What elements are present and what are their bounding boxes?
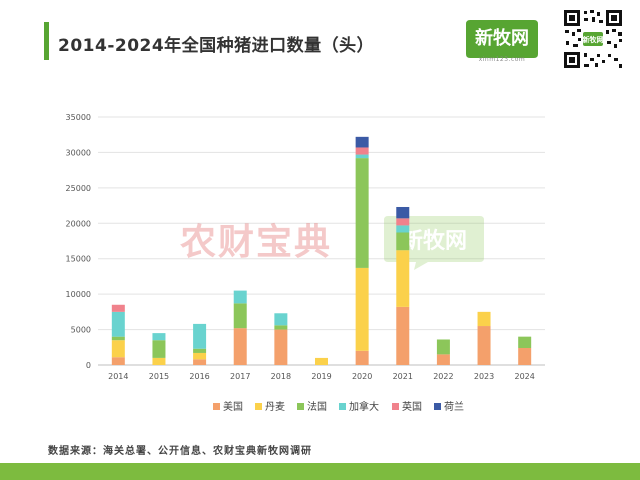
watermark-logo: 新牧网 (401, 228, 467, 254)
xinmu-logo (466, 20, 538, 58)
bar-segment (193, 359, 207, 365)
y-tick-label: 25000 (66, 184, 91, 193)
x-tick-label: 2017 (230, 372, 250, 381)
bar-segment (396, 225, 410, 233)
bar-segment (355, 350, 369, 365)
chart-title: 2014-2024年全国种猪进口数量（头） (58, 36, 375, 56)
legend-swatch (339, 403, 346, 410)
y-tick-label: 15000 (66, 255, 91, 264)
bar-segment (436, 339, 450, 355)
legend-swatch (392, 403, 399, 410)
title-accent-bar (44, 22, 49, 60)
x-tick-label: 2023 (474, 372, 494, 381)
bar-segment (193, 323, 207, 349)
legend-swatch (434, 403, 441, 410)
bar-segment (233, 290, 247, 304)
bar-segment (355, 136, 369, 148)
bar-segment (111, 340, 125, 358)
legend-label: 加拿大 (349, 400, 379, 413)
y-tick-label: 20000 (66, 219, 91, 228)
x-tick-label: 2024 (515, 372, 535, 381)
legend-swatch (297, 403, 304, 410)
bar-segment (518, 336, 532, 348)
legend-label: 英国 (402, 400, 422, 413)
footer-bar (0, 463, 640, 480)
x-tick-label: 2022 (433, 372, 453, 381)
watermark-brand: 农财宝典 (180, 222, 332, 263)
bar-segment (355, 154, 369, 159)
bar-segment (396, 232, 410, 251)
bar-segment (193, 348, 207, 353)
legend-label: 法国 (307, 400, 327, 413)
bar-segment (396, 218, 410, 226)
y-tick-label: 30000 (66, 148, 91, 157)
bar-segment (111, 357, 125, 365)
x-tick-label: 2021 (393, 372, 413, 381)
bar-segment (152, 333, 166, 341)
legend-label: 丹麦 (265, 401, 285, 413)
bar-segment (233, 303, 247, 329)
qr-code-icon: 新牧网 (562, 8, 624, 70)
y-tick-label: 5000 (71, 326, 91, 335)
legend-label: 荷兰 (444, 400, 464, 413)
y-tick-label: 0 (86, 361, 91, 370)
logo-text: 新牧网 (475, 28, 529, 49)
bar-segment (477, 311, 491, 327)
bar-segment (396, 306, 410, 365)
x-tick-label: 2014 (108, 372, 128, 381)
legend-swatch (255, 403, 262, 410)
x-tick-label: 2018 (271, 372, 291, 381)
bar-segment (436, 354, 450, 365)
bar-segment (315, 357, 328, 365)
qr-label: 新牧网 (583, 35, 604, 44)
bar-segment (355, 158, 369, 268)
logo-url: xinm123.com (478, 56, 526, 63)
legend-label: 美国 (223, 400, 243, 413)
y-tick-label: 10000 (66, 290, 91, 299)
bar-segment (355, 267, 369, 351)
x-tick-label: 2016 (189, 372, 209, 381)
bar-segment (396, 250, 410, 307)
bar-segment (355, 147, 369, 155)
bar-segment (518, 347, 532, 365)
bar-chart: 农财宝典 新牧网 0 5000 10000 15000 20000 25000 30000 3… (66, 113, 545, 413)
bar-segment (396, 206, 410, 219)
bar-segment (111, 336, 125, 341)
bar-segment (111, 304, 125, 312)
x-tick-label: 2015 (149, 372, 169, 381)
bar-segment (274, 329, 288, 365)
y-tick-label: 35000 (66, 113, 91, 122)
bar-segment (274, 313, 288, 326)
bar-segment (477, 326, 491, 365)
bar-segment (233, 328, 247, 365)
bar-segment (274, 325, 288, 330)
bar-segment (152, 357, 166, 365)
bar-segment (193, 352, 207, 360)
x-tick-label: 2019 (311, 372, 331, 381)
data-source: 数据来源：海关总署、公开信息、农财宝典新牧网调研 (48, 446, 312, 457)
legend-swatch (213, 403, 220, 410)
bar-segment (111, 311, 125, 337)
x-tick-label: 2020 (352, 372, 372, 381)
bar-segment (152, 340, 166, 358)
